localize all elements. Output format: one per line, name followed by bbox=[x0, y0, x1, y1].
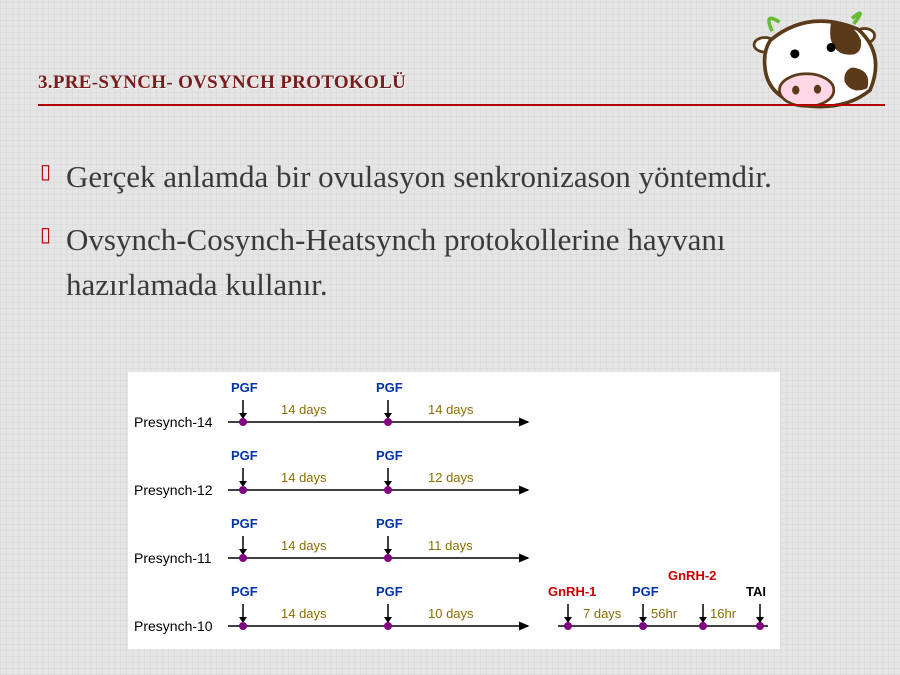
row-label: Presynch-12 bbox=[134, 482, 213, 498]
day-label: 10 days bbox=[428, 606, 474, 621]
pgf-label: PGF bbox=[376, 584, 403, 599]
day-label: 14 days bbox=[281, 538, 327, 553]
day-label: 14 days bbox=[281, 402, 327, 417]
list-item: ▯ Ovsynch-Cosynch-Heatsynch protokolleri… bbox=[40, 218, 860, 308]
row-label: Presynch-10 bbox=[134, 618, 213, 634]
pgf-label: PGF bbox=[231, 584, 258, 599]
pgf-label: PGF bbox=[231, 380, 258, 395]
pgf-label: PGF bbox=[376, 380, 403, 395]
day-label: 14 days bbox=[281, 606, 327, 621]
pgf-label: PGF bbox=[376, 448, 403, 463]
row-label: Presynch-14 bbox=[134, 414, 213, 430]
bullet-text: Gerçek anlamda bir ovulasyon senkronizas… bbox=[66, 155, 772, 200]
bullet-list: ▯ Gerçek anlamda bir ovulasyon senkroniz… bbox=[40, 155, 860, 326]
day-label: 14 days bbox=[428, 402, 474, 417]
pgf-label: PGF bbox=[376, 516, 403, 531]
day-label: 56hr bbox=[651, 606, 678, 621]
day-label: 16hr bbox=[710, 606, 737, 621]
pgf-label: PGF bbox=[231, 516, 258, 531]
tai-label: TAI bbox=[746, 584, 766, 599]
day-label: 14 days bbox=[281, 470, 327, 485]
day-label: 11 days bbox=[428, 538, 473, 553]
pgf-label: PGF bbox=[231, 448, 258, 463]
bullet-icon: ▯ bbox=[40, 218, 66, 252]
title-underline bbox=[38, 104, 885, 106]
day-label: 12 days bbox=[428, 470, 474, 485]
bullet-icon: ▯ bbox=[40, 155, 66, 189]
pgf-label: PGF bbox=[632, 584, 659, 599]
row-label: Presynch-11 bbox=[134, 550, 212, 566]
page-title: 3.PRE-SYNCH- OVSYNCH PROTOKOLÜ bbox=[38, 72, 885, 94]
presynch-diagram: Presynch-14 PGF 14 days PGF 14 days Pres… bbox=[128, 372, 780, 649]
bullet-text: Ovsynch-Cosynch-Heatsynch protokollerine… bbox=[66, 218, 860, 308]
gnrh2-label: GnRH-2 bbox=[668, 568, 716, 583]
header: 3.PRE-SYNCH- OVSYNCH PROTOKOLÜ bbox=[38, 72, 885, 106]
gnrh1-label: GnRH-1 bbox=[548, 584, 596, 599]
list-item: ▯ Gerçek anlamda bir ovulasyon senkroniz… bbox=[40, 155, 860, 200]
day-label: 7 days bbox=[583, 606, 622, 621]
